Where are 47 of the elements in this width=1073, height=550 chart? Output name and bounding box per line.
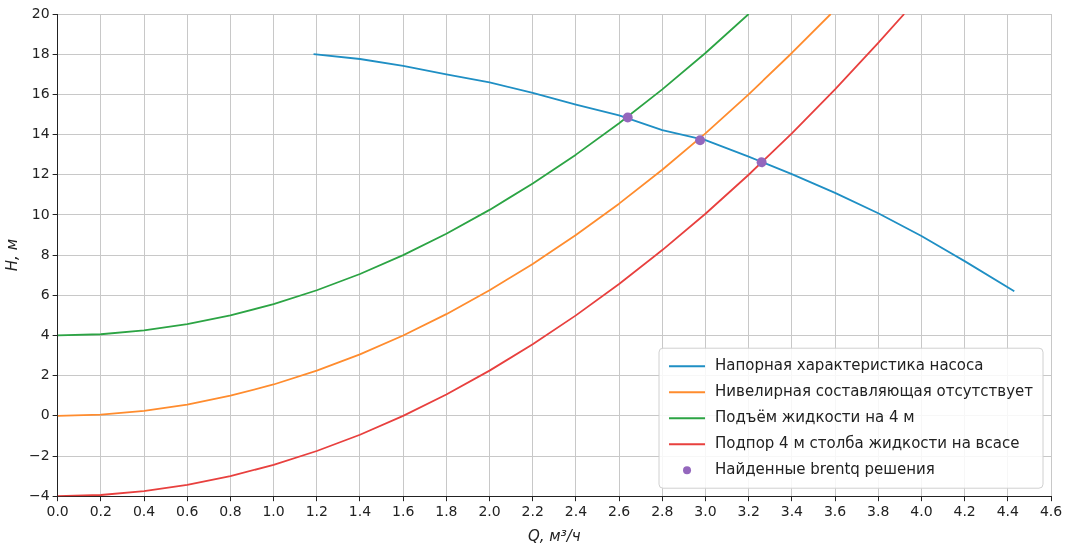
x-tick-label: 3.6 xyxy=(823,503,847,520)
x-tick-label: 0.8 xyxy=(219,503,242,520)
y-tick-label: 20 xyxy=(31,4,50,21)
x-axis-title: Q, м³/ч xyxy=(528,526,581,545)
x-tick-label: 0.0 xyxy=(46,503,69,520)
y-tick-label: 2 xyxy=(40,366,50,383)
x-tick-label: 2.0 xyxy=(478,503,501,520)
x-tick-label: 3.0 xyxy=(694,503,717,520)
x-tick-label: 1.6 xyxy=(392,503,415,520)
y-tick-label: 0 xyxy=(40,406,50,423)
x-tick-label: 2.6 xyxy=(607,503,631,520)
x-tick-label: 4.0 xyxy=(910,503,933,520)
x-tick-label: 3.2 xyxy=(737,503,760,520)
x-tick-label: 0.4 xyxy=(132,503,156,520)
y-tick-label: 4 xyxy=(40,326,50,343)
x-tick-label: 0.6 xyxy=(176,503,199,520)
legend-label: Напорная характеристика насоса xyxy=(715,356,984,375)
y-tick-label: 12 xyxy=(31,165,50,182)
y-tick-label: 8 xyxy=(40,245,50,262)
y-axis-title: H, м xyxy=(2,239,21,272)
y-tick-label: 16 xyxy=(31,85,50,102)
x-tick-label: 3.8 xyxy=(867,503,890,520)
legend-label: Подъём жидкости на 4 м xyxy=(715,408,915,427)
y-tick-label: 6 xyxy=(40,285,50,302)
x-tick-label: 2.2 xyxy=(521,503,544,520)
x-tick-label: 3.4 xyxy=(780,503,804,520)
x-tick-label: 1.2 xyxy=(305,503,328,520)
y-tick-label: 18 xyxy=(31,44,50,61)
x-tick-label: 2.4 xyxy=(564,503,588,520)
y-tick-label: 10 xyxy=(31,205,50,222)
x-tick-label: 4.6 xyxy=(1039,503,1063,520)
legend-label: Подпор 4 м столба жидкости на всасе xyxy=(715,434,1020,453)
point xyxy=(756,157,767,168)
y-tick-label: −2 xyxy=(29,446,50,463)
x-tick-label: 4.2 xyxy=(953,503,976,520)
x-tick-label: 4.4 xyxy=(996,503,1020,520)
y-tick-label: 14 xyxy=(31,125,50,142)
y-tick-label: −4 xyxy=(29,486,50,503)
x-tick-label: 1.0 xyxy=(262,503,285,520)
legend-label: Нивелирная составляющая отсутствует xyxy=(715,382,1034,401)
x-tick-label: 1.8 xyxy=(435,503,458,520)
x-tick-label: 0.2 xyxy=(89,503,112,520)
x-tick-label: 2.8 xyxy=(651,503,674,520)
point xyxy=(622,112,633,123)
point xyxy=(695,135,706,146)
legend-label: Найденные brentq решения xyxy=(715,460,935,479)
x-tick-label: 1.4 xyxy=(348,503,372,520)
